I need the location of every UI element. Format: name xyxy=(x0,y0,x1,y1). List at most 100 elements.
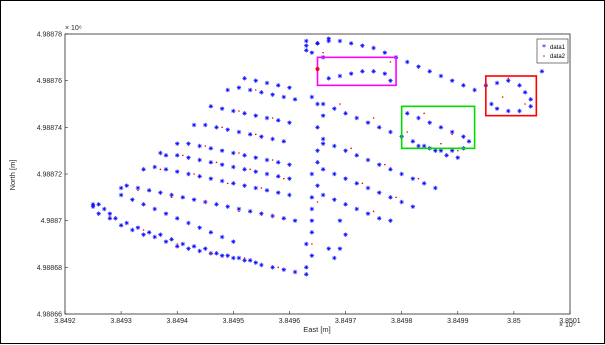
data1-point xyxy=(354,153,359,158)
data1-point xyxy=(410,139,416,144)
data1-point xyxy=(343,148,348,153)
data1-point xyxy=(225,253,230,258)
data2-point xyxy=(238,152,240,154)
data1-point xyxy=(247,87,253,93)
legend: * data1 data2 xyxy=(536,38,569,64)
data1-point xyxy=(309,230,315,235)
data1-point xyxy=(494,106,500,111)
data1-point xyxy=(304,272,309,277)
y-tick-label: 4.98874 xyxy=(37,125,62,132)
data2-point xyxy=(204,201,207,203)
data1-point xyxy=(90,202,96,207)
data1-point xyxy=(354,181,359,186)
data1-point xyxy=(444,153,449,158)
data1-point xyxy=(141,202,146,207)
data1-point xyxy=(371,45,376,51)
data1-point xyxy=(365,120,371,125)
x-tick-label: 3.8499 xyxy=(447,318,469,325)
data1-point xyxy=(191,244,197,249)
data1-point xyxy=(427,69,432,74)
data1-point xyxy=(377,162,382,167)
data2-point xyxy=(238,210,240,213)
data1-point xyxy=(231,164,236,170)
data1-point xyxy=(208,104,214,109)
data1-point xyxy=(377,125,382,130)
data1-point xyxy=(186,155,191,160)
data1-point xyxy=(326,246,331,251)
data1-point xyxy=(219,253,225,258)
data1-point xyxy=(343,202,348,207)
data1-point xyxy=(276,118,281,123)
data1-point xyxy=(152,206,157,212)
data1-point xyxy=(203,246,208,251)
data2-point xyxy=(501,96,504,98)
data1-point xyxy=(343,176,348,181)
data1-point xyxy=(169,237,174,242)
data1-point xyxy=(320,192,326,198)
data1-point xyxy=(287,162,292,167)
legend-marker-data2 xyxy=(543,55,545,57)
data1-point xyxy=(320,113,326,118)
data1-point xyxy=(388,195,393,200)
data1-point xyxy=(247,209,253,214)
data2-point xyxy=(277,266,280,269)
data2-point xyxy=(423,112,425,115)
data2-point xyxy=(260,187,263,189)
data1-point xyxy=(118,223,124,228)
data1-point xyxy=(528,97,533,102)
data1-point xyxy=(203,122,208,128)
data1-point xyxy=(332,143,337,149)
data2-point xyxy=(271,215,274,217)
data2-point xyxy=(361,182,364,185)
data1-point xyxy=(141,232,146,237)
data1-point xyxy=(326,76,331,81)
data1-point xyxy=(320,141,326,146)
highlight-point xyxy=(315,67,320,71)
data2-point xyxy=(339,103,341,105)
data2-point xyxy=(322,51,324,54)
data1-point xyxy=(231,150,236,156)
data1-point xyxy=(343,111,348,116)
x-tick-label: 3.85 xyxy=(507,318,521,325)
data1-point xyxy=(259,262,264,268)
data1-point xyxy=(130,227,135,233)
data1-point xyxy=(315,148,320,153)
data1-point xyxy=(208,160,214,165)
data1-point xyxy=(365,157,371,163)
data1-point xyxy=(175,153,180,158)
data1-point xyxy=(191,122,197,128)
data1-point xyxy=(163,239,169,244)
data1-point xyxy=(438,73,444,79)
data1-point xyxy=(292,269,298,275)
data2-point xyxy=(384,163,386,166)
data1-point xyxy=(118,185,124,191)
data1-point xyxy=(242,76,247,81)
data1-point xyxy=(309,195,315,200)
data2-point xyxy=(254,89,257,91)
data1-point xyxy=(506,78,511,83)
data1-point xyxy=(416,143,421,149)
data1-point xyxy=(264,80,270,86)
y-exponent-label: × 10⁶ xyxy=(65,25,82,32)
data1-point xyxy=(399,171,404,177)
data1-point xyxy=(225,127,230,132)
data1-point xyxy=(332,255,337,261)
data1-point xyxy=(320,101,326,107)
annotation-boxes xyxy=(315,56,538,150)
data2-point xyxy=(215,161,218,164)
data1-point xyxy=(107,211,113,216)
data1-point xyxy=(96,211,101,216)
data1-point xyxy=(287,192,292,198)
data1-point xyxy=(124,220,129,226)
data1-point xyxy=(264,188,270,193)
data1-point xyxy=(146,230,152,235)
data1-point xyxy=(259,90,264,95)
data1-point xyxy=(163,211,169,216)
data1-point xyxy=(466,139,472,144)
data1-point xyxy=(371,69,376,74)
data2-point xyxy=(170,196,173,199)
data1-point xyxy=(410,204,416,209)
data2-point xyxy=(109,215,111,217)
data1-point xyxy=(130,197,135,202)
